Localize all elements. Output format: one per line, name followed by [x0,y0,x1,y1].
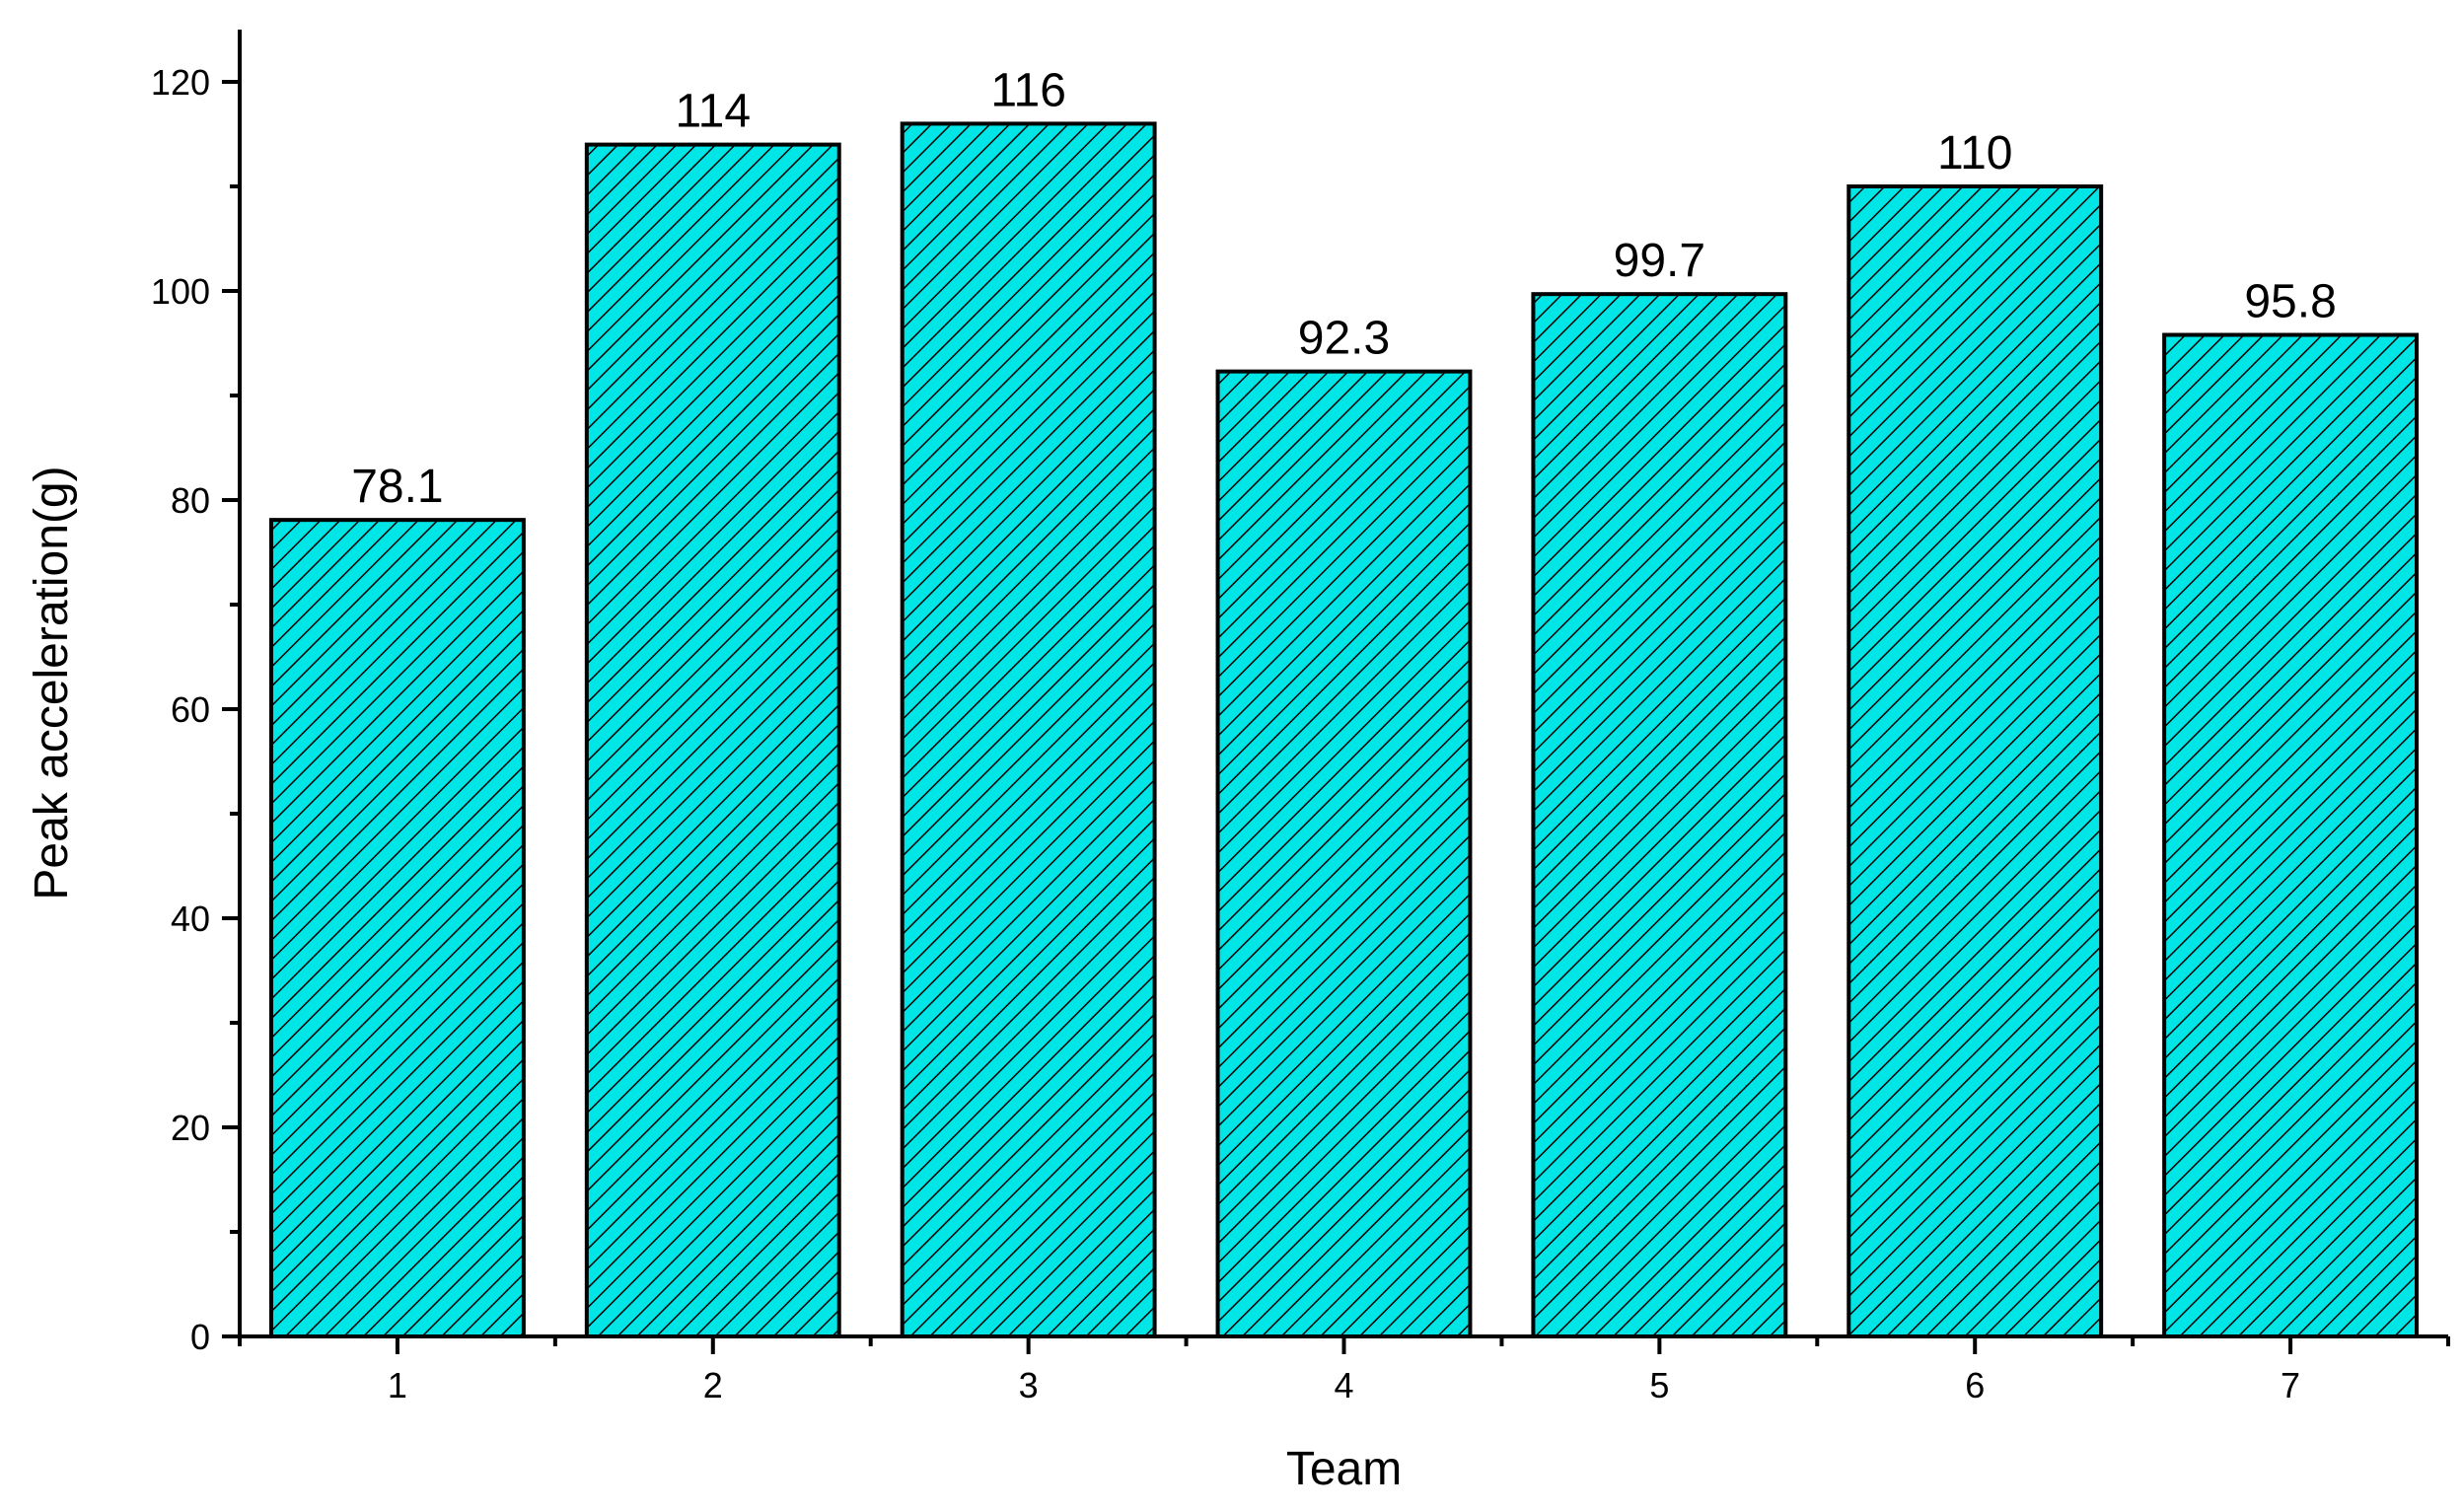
y-axis-title: Peak acceleration(g) [26,466,78,900]
bar-team-3 [900,121,1157,1338]
x-tick-label: 5 [1649,1365,1669,1405]
y-tick-label: 120 [151,62,210,103]
x-tick-label: 7 [2281,1365,2300,1405]
bar-team-4 [1215,369,1473,1338]
y-tick-label: 80 [171,480,210,521]
data-label-team-4: 92.3 [1298,313,1390,365]
y-tick-label: 60 [171,689,210,730]
y-tick-label: 40 [171,899,210,939]
y-tick-label: 100 [151,271,210,312]
x-tick-label: 1 [388,1365,407,1405]
x-ticks-group: 1 2 3 4 5 6 7 [238,1336,2450,1405]
x-axis-title: Team [1286,1443,1402,1495]
data-label-team-1: 78.1 [351,461,443,513]
data-label-team-6: 110 [1937,127,2013,180]
y-tick-label: 0 [190,1317,210,1357]
bar-team-2 [584,142,841,1339]
x-tick-label: 2 [703,1365,723,1405]
value-labels-group: 78.1 114 116 92.3 99.7 110 95.8 [351,64,2337,513]
x-tick-label: 3 [1019,1365,1039,1405]
data-label-team-2: 114 [676,86,752,138]
y-tick-label: 20 [171,1108,210,1148]
x-tick-label: 4 [1334,1365,1353,1405]
data-label-team-5: 99.7 [1614,235,1705,287]
data-label-team-7: 95.8 [2244,276,2336,328]
data-label-team-3: 116 [990,64,1066,116]
bars-group [268,121,2420,1339]
y-ticks-group: 0 20 40 60 80 100 120 [151,62,240,1357]
bar-team-1 [268,518,526,1338]
bar-team-7 [2162,332,2420,1338]
x-tick-label: 6 [1965,1365,1985,1405]
bar-team-6 [1847,184,2104,1338]
bar-team-5 [1531,292,1788,1338]
